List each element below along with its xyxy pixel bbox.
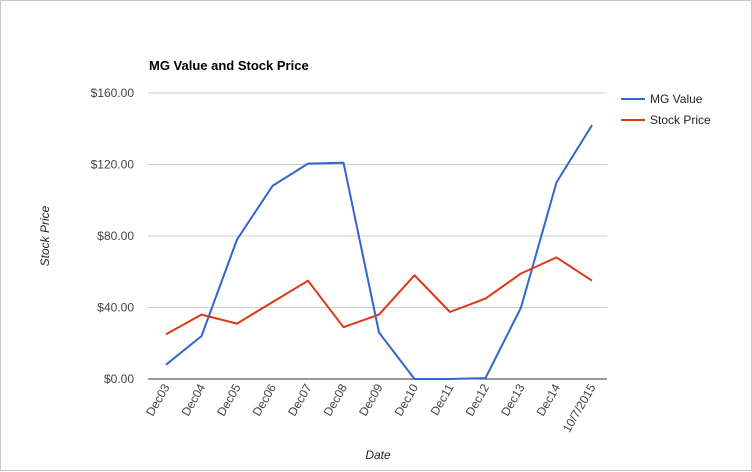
x-tick-label: Dec12 xyxy=(463,381,493,418)
y-axis-title: Stock Price xyxy=(38,205,52,266)
y-axis-ticks: $0.00 $40.00 $80.00 $120.00 $160.00 xyxy=(91,86,135,386)
x-tick-label: Dec06 xyxy=(250,381,280,418)
x-tick-label: Dec11 xyxy=(428,381,457,418)
series-lines xyxy=(165,124,593,380)
x-tick-label: 10/7/2015 xyxy=(560,381,599,435)
y-tick-label: $120.00 xyxy=(91,158,135,172)
series-line xyxy=(165,124,593,380)
x-tick-label: Dec09 xyxy=(356,381,386,418)
x-axis-title: Date xyxy=(365,448,391,462)
series-line xyxy=(165,256,593,336)
x-tick-label: Dec14 xyxy=(534,381,564,418)
legend: MG Value Stock Price xyxy=(621,92,711,127)
x-tick-label: Dec04 xyxy=(179,381,209,418)
y-tick-label: $0.00 xyxy=(104,372,134,386)
x-tick-label: Dec03 xyxy=(143,381,173,418)
x-tick-label: Dec13 xyxy=(498,381,528,418)
x-tick-label: Dec08 xyxy=(321,381,351,418)
x-axis-ticks: Dec03 Dec04 Dec05 Dec06 Dec07 Dec08 Dec09 Dec10… xyxy=(143,381,599,435)
legend-label: MG Value xyxy=(650,92,703,106)
y-tick-label: $80.00 xyxy=(97,229,134,243)
x-tick-label: Dec05 xyxy=(214,381,244,418)
chart-title: MG Value and Stock Price xyxy=(149,58,309,73)
x-tick-label: Dec07 xyxy=(285,381,315,418)
x-tick-label: Dec10 xyxy=(392,381,422,418)
gridlines xyxy=(148,92,607,308)
legend-label: Stock Price xyxy=(650,113,711,127)
y-tick-label: $160.00 xyxy=(91,86,135,100)
y-tick-label: $40.00 xyxy=(97,301,134,315)
